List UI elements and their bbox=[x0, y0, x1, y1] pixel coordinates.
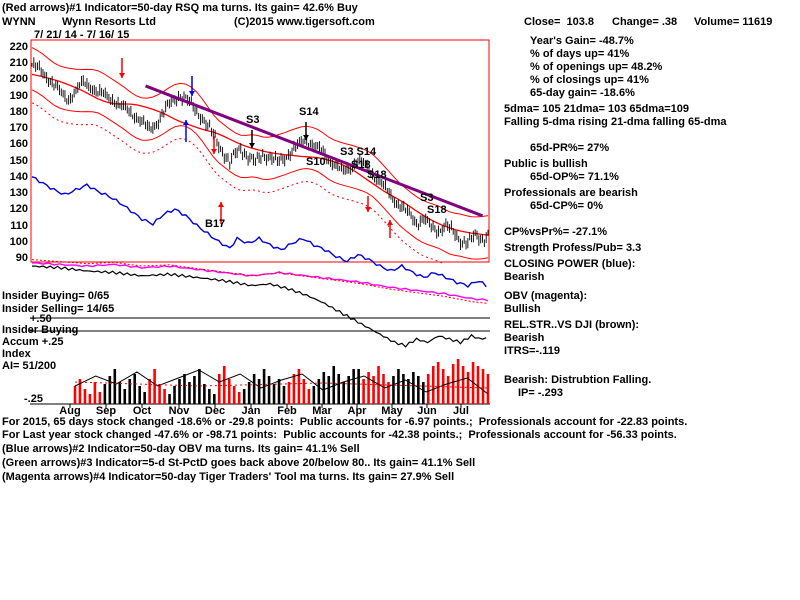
ticker-symbol: WYNN bbox=[2, 16, 36, 28]
left-panel-text: +.50 bbox=[30, 313, 52, 325]
signal-label: S3 bbox=[246, 114, 260, 126]
right-panel-text: % of openings up= 48.2% bbox=[530, 61, 663, 73]
right-panel-text: Bearish: Distrubtion Falling. bbox=[504, 374, 652, 386]
month-label: Oct bbox=[132, 405, 152, 417]
volume-value: Volume= 11619 bbox=[694, 16, 773, 28]
left-panel-text: Insider Buying bbox=[2, 324, 79, 336]
red-up-arrow-icon bbox=[218, 202, 224, 207]
black-down-arrow-icon bbox=[303, 135, 309, 140]
close-value: Close= 103.8 bbox=[524, 16, 595, 28]
right-panel-text: CLOSING POWER (blue): bbox=[504, 258, 636, 270]
signal-label: S3 S14 bbox=[340, 146, 377, 158]
month-label: Feb bbox=[277, 405, 297, 417]
price-axis-label: 110 bbox=[10, 219, 28, 232]
signal-label: S14 bbox=[299, 106, 319, 118]
price-axis-label: 200 bbox=[9, 73, 28, 86]
price-axis-label: 90 bbox=[15, 251, 28, 264]
red-down-arrow-icon bbox=[119, 73, 125, 78]
right-panel-text: ITRS=-.119 bbox=[504, 345, 560, 357]
red-down-arrow-icon bbox=[365, 207, 371, 212]
footer-text-line: (Green arrows)#3 Indicator=5-d St-PctD g… bbox=[2, 457, 476, 469]
right-panel-text: Professionals are bearish bbox=[504, 187, 638, 199]
date-range: 7/ 21/ 14 - 7/ 16/ 15 bbox=[34, 29, 130, 41]
company-name: Wynn Resorts Ltd bbox=[62, 16, 156, 28]
price-axis-label: 160 bbox=[9, 138, 28, 151]
right-panel-text: Bullish bbox=[504, 303, 541, 315]
month-label: May bbox=[381, 405, 403, 417]
signal-label: S18 bbox=[427, 204, 447, 216]
right-panel-text: Year's Gain= -48.7% bbox=[530, 35, 634, 47]
right-panel-text: 65d-CP%= 0% bbox=[530, 200, 604, 212]
change-value: Change= .38 bbox=[612, 16, 678, 28]
blue-down-arrow-icon bbox=[189, 91, 195, 96]
price-axis-label: 120 bbox=[9, 203, 28, 216]
price-axis-label: 140 bbox=[9, 170, 28, 183]
footer-text-line: For Last year stock changed -47.6% or -9… bbox=[2, 429, 677, 441]
month-label: Dec bbox=[204, 405, 226, 417]
price-axis-label: 100 bbox=[9, 235, 28, 248]
month-label: Nov bbox=[168, 405, 190, 417]
month-label: Aug bbox=[59, 405, 81, 417]
right-panel-text: IP= -.293 bbox=[518, 387, 563, 399]
blue-up-arrow-icon bbox=[183, 120, 189, 125]
left-panel-text: -.25 bbox=[24, 393, 43, 405]
right-panel-text: Falling 5-dma rising 21-dma falling 65-d… bbox=[504, 116, 727, 128]
footer-text-line: For 2015, 65 days stock changed -18.6% o… bbox=[2, 416, 688, 428]
signal-label: B17 bbox=[205, 218, 226, 230]
left-panel-text: AI= 51/200 bbox=[2, 360, 57, 372]
indicator1-legend: (Red arrows)#1 Indicator=50-day RSQ ma t… bbox=[2, 2, 358, 14]
price-axis-label: 180 bbox=[9, 105, 28, 118]
footer-text-line: (Blue arrows)#2 Indicator=50-day OBV ma … bbox=[2, 443, 360, 455]
right-panel-text: OBV (magenta): bbox=[504, 290, 588, 302]
price-axis-label: 170 bbox=[9, 122, 28, 135]
month-label: Jul bbox=[453, 405, 469, 417]
right-panel-text: Public is bullish bbox=[504, 158, 588, 170]
left-panel-text: Index bbox=[2, 348, 31, 360]
left-panel-text: Insider Selling= 14/65 bbox=[2, 303, 115, 315]
right-panel-text: Bearish bbox=[504, 332, 545, 344]
right-panel-text: 5dma= 105 21dma= 103 65dma=109 bbox=[504, 103, 689, 115]
month-label: Sep bbox=[95, 405, 117, 417]
month-label: Jun bbox=[417, 405, 437, 417]
signal-label: S10 bbox=[306, 156, 326, 168]
right-panel-text: 65-day gain= -18.6% bbox=[530, 87, 635, 99]
month-label: Apr bbox=[347, 405, 367, 417]
left-panel-text: Accum +.25 bbox=[2, 336, 64, 348]
right-panel-text: 65d-PR%= 27% bbox=[530, 142, 610, 154]
red-down-arrow-icon bbox=[211, 149, 217, 154]
footer-text-line: (Magenta arrows)#4 Indicator=50-day Tige… bbox=[2, 471, 455, 483]
copyright-text: (C)2015 www.tigersoft.com bbox=[234, 16, 375, 28]
black-down-arrow-icon bbox=[249, 143, 255, 148]
right-panel-text: 65d-OP%= 71.1% bbox=[530, 171, 619, 183]
price-axis-label: 220 bbox=[9, 41, 28, 53]
price-axis-label: 190 bbox=[9, 89, 28, 102]
right-panel-text: % of days up= 41% bbox=[530, 48, 630, 60]
right-panel-text: CP%vsPr%= -27.1% bbox=[504, 226, 608, 238]
right-panel-text: % of closings up= 41% bbox=[530, 74, 649, 86]
month-label: Mar bbox=[312, 405, 332, 417]
signal-label: S18 bbox=[367, 169, 387, 181]
signal-label: S3 bbox=[420, 192, 434, 204]
month-label: Jan bbox=[241, 405, 261, 417]
price-axis-label: 130 bbox=[9, 187, 28, 200]
right-panel-text: REL.STR..VS DJI (brown): bbox=[504, 319, 640, 331]
right-panel-text: Strength Profess/Pub= 3.3 bbox=[504, 242, 642, 254]
signal-label: S18 bbox=[351, 159, 371, 171]
right-panel-text: Bearish bbox=[504, 271, 545, 283]
red-up-arrow-icon bbox=[387, 220, 393, 225]
price-axis-label: 150 bbox=[9, 154, 28, 167]
left-panel-text: Insider Buying= 0/65 bbox=[2, 290, 110, 302]
price-axis-label: 210 bbox=[9, 57, 28, 70]
